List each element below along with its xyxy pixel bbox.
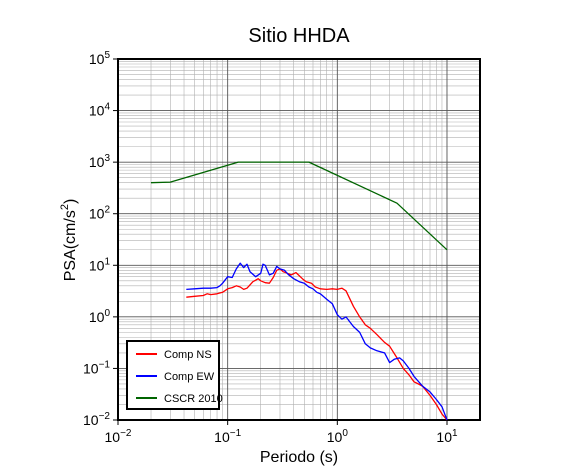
y-tick-label: 104 bbox=[89, 102, 111, 119]
x-axis-label: Periodo (s) bbox=[260, 449, 338, 466]
x-tick-label: 10−2 bbox=[105, 428, 132, 445]
x-tick-label: 100 bbox=[327, 428, 349, 445]
y-tick-label: 10−2 bbox=[83, 411, 110, 428]
series-line-cscr-2010 bbox=[150, 161, 448, 251]
y-tick-label: 101 bbox=[89, 256, 111, 273]
minor-grid bbox=[118, 59, 481, 420]
y-axis-label-exp: 2 bbox=[59, 204, 71, 210]
chart-title: Sitio HHDA bbox=[248, 25, 350, 47]
y-axis-label-close: ) bbox=[62, 199, 79, 204]
x-tick-label: 10−1 bbox=[214, 428, 241, 445]
x-tick-label: 101 bbox=[436, 428, 458, 445]
y-tick-label: 105 bbox=[89, 50, 111, 67]
plot-frame bbox=[117, 58, 481, 421]
y-tick-label: 103 bbox=[89, 153, 111, 170]
legend-label: Comp EW bbox=[164, 371, 215, 383]
y-axis-label: PSA(cm/s2) bbox=[59, 199, 79, 282]
legend-label: Comp NS bbox=[164, 349, 212, 361]
x-ticks: 10−2 10−1 100 101 bbox=[105, 420, 458, 445]
legend: Comp NS Comp EW CSCR 2010 bbox=[126, 340, 223, 410]
y-ticks: 10−2 10−1 100 101 102 103 104 105 bbox=[83, 50, 118, 428]
series-group bbox=[150, 161, 448, 421]
legend-label: CSCR 2010 bbox=[164, 393, 223, 405]
y-axis-label-base: PSA(cm/s bbox=[62, 210, 79, 281]
y-tick-label: 100 bbox=[89, 308, 111, 325]
y-tick-label: 102 bbox=[89, 205, 111, 222]
y-tick-label: 10−1 bbox=[83, 359, 110, 376]
series-line-comp-ew bbox=[186, 262, 448, 421]
series-line-comp-ns bbox=[186, 268, 448, 421]
